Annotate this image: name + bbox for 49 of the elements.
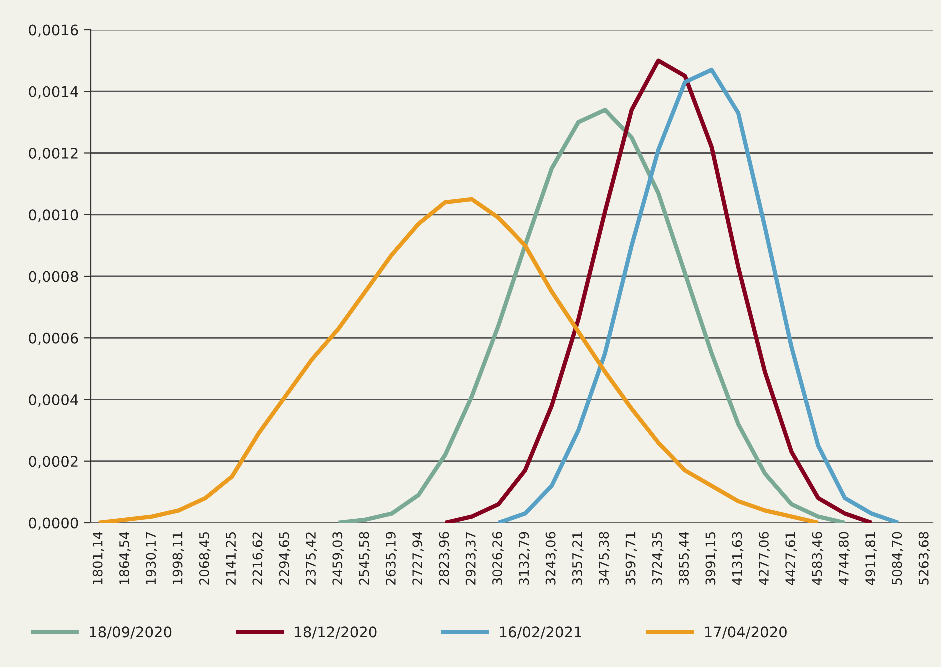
x-tick-label: 1864,54 xyxy=(119,532,131,584)
x-tick-label: 2068,45 xyxy=(199,532,211,585)
x-tick-label: 4427,61 xyxy=(786,532,797,586)
x-tick-label: 4583,46 xyxy=(812,532,824,586)
y-tick-label: 0,0004 xyxy=(29,394,78,407)
y-tick-label: 0,0016 xyxy=(29,24,78,38)
x-tick-label: 3243,06 xyxy=(546,532,558,585)
x-tick-label: 1801,14 xyxy=(92,532,104,584)
x-tick-label: 2635,19 xyxy=(386,532,398,585)
x-tick-label: 3475,38 xyxy=(599,532,610,585)
x-tick-label: 2727,94 xyxy=(412,532,424,585)
x-tick-label: 3597,71 xyxy=(626,532,638,585)
legend-label: 16/02/2021 xyxy=(500,626,582,639)
x-tick-label: 2459,03 xyxy=(332,532,344,585)
x-tick-label: 4131,63 xyxy=(732,532,744,586)
x-tick-label: 2823,96 xyxy=(439,532,451,585)
x-tick-label: 3132,79 xyxy=(519,532,530,585)
x-tick-label: 3724,35 xyxy=(652,532,664,585)
line-series xyxy=(496,68,900,523)
y-tick-label: 0,0012 xyxy=(29,148,78,160)
x-tick-label: 1998,11 xyxy=(172,532,184,584)
y-tick-label: 0,0002 xyxy=(29,456,78,469)
line-series xyxy=(443,58,874,523)
x-tick-label: 3357,21 xyxy=(572,532,584,585)
x-tick-label: 4744,80 xyxy=(838,532,850,586)
line-series xyxy=(336,108,848,523)
y-tick-label: 0,0000 xyxy=(29,518,78,530)
y-tick-label: 0,0014 xyxy=(29,86,78,99)
line-series xyxy=(96,197,821,523)
x-tick-label: 3991,15 xyxy=(706,532,718,585)
x-tick-label: 2141,25 xyxy=(226,532,238,585)
legend-label: 18/09/2020 xyxy=(90,626,172,639)
x-tick-label: 5084,70 xyxy=(892,532,904,585)
legend-label: 17/04/2020 xyxy=(705,626,787,639)
x-tick-label: 2216,62 xyxy=(252,532,264,585)
x-tick-label: 1930,17 xyxy=(146,532,158,584)
y-tick-label: 0,0010 xyxy=(29,210,78,222)
x-tick-label: 2294,65 xyxy=(279,532,291,585)
x-tick-label: 2545,58 xyxy=(359,532,371,585)
x-tick-label: 2923,37 xyxy=(466,532,478,585)
x-tick-label: 3026,26 xyxy=(492,532,504,585)
x-tick-label: 4911,81 xyxy=(866,532,877,586)
x-tick-label: 5263,68 xyxy=(918,532,930,585)
y-tick-label: 0,0008 xyxy=(29,271,78,284)
x-tick-label: 3855,44 xyxy=(679,532,690,585)
x-tick-label: 2375,42 xyxy=(306,532,318,585)
legend-label: 18/12/2020 xyxy=(295,626,377,639)
y-tick-label: 0,0006 xyxy=(29,332,78,346)
x-tick-label: 4277,06 xyxy=(758,532,770,586)
